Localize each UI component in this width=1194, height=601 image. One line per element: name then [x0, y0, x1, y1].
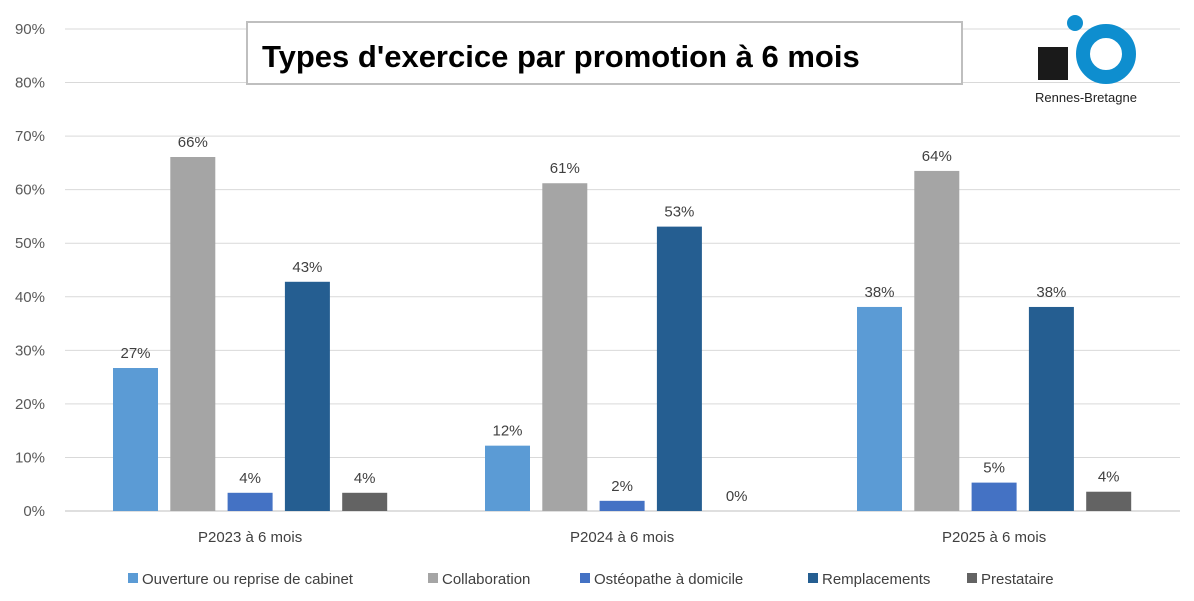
legend-label: Ostéopathe à domicile: [594, 571, 743, 588]
bar: [284, 281, 330, 511]
data-label: 66%: [178, 134, 208, 151]
legend-label: Prestataire: [981, 571, 1054, 588]
data-label: 4%: [1098, 469, 1120, 486]
data-label: 43%: [292, 259, 322, 276]
legend-label: Collaboration: [442, 571, 530, 588]
legend-swatch: [808, 573, 818, 583]
y-tick-label: 20%: [15, 396, 45, 413]
data-label: 38%: [1036, 284, 1066, 301]
category-label: P2025 à 6 mois: [942, 529, 1046, 546]
title-box: [246, 21, 963, 85]
logo: Rennes-Bretagne: [1035, 15, 1137, 105]
legend-label: Ouverture ou reprise de cabinet: [142, 571, 354, 588]
bar: [485, 445, 530, 511]
legend-label: Remplacements: [822, 571, 930, 588]
bar: [1086, 491, 1132, 511]
bar: [656, 226, 702, 511]
legend: Ouverture ou reprise de cabinet Collabora…: [128, 571, 1054, 588]
data-label: 38%: [864, 284, 894, 301]
y-tick-label: 70%: [15, 128, 45, 145]
y-axis-ticks: 0% 10% 20% 30% 40% 50% 60% 70% 80% 90%: [15, 21, 45, 520]
logo-text: Rennes-Bretagne: [1035, 90, 1137, 105]
y-tick-label: 40%: [15, 289, 45, 306]
data-label: 2%: [611, 478, 633, 495]
bar: [170, 156, 216, 511]
bar: [113, 368, 158, 511]
bar: [342, 492, 388, 511]
legend-swatch: [128, 573, 138, 583]
legend-swatch: [580, 573, 590, 583]
bar: [599, 500, 645, 511]
y-tick-label: 90%: [15, 21, 45, 38]
bar: [857, 306, 902, 511]
data-label: 53%: [664, 204, 694, 221]
y-tick-label: 80%: [15, 75, 45, 92]
y-tick-label: 10%: [15, 449, 45, 466]
gridlines: [65, 28, 1180, 512]
category-label: P2023 à 6 mois: [198, 529, 302, 546]
category-label: P2024 à 6 mois: [570, 529, 674, 546]
data-label: 4%: [354, 470, 376, 487]
legend-swatch: [428, 573, 438, 583]
chart-title: Types d'exercice par promotion à 6 mois: [262, 39, 860, 74]
y-tick-label: 50%: [15, 235, 45, 252]
legend-swatch: [967, 573, 977, 583]
bar: [1028, 306, 1074, 511]
bars: 27% 66% 4% 43% 4% 12% 61% 2% 53% 0% 38% 64% 5% 38% 4%: [113, 134, 1132, 512]
x-axis-labels: P2023 à 6 mois P2024 à 6 mois P2025 à 6 mo…: [198, 529, 1046, 546]
bar: [542, 183, 588, 512]
y-tick-label: 60%: [15, 182, 45, 199]
bar: [227, 492, 273, 511]
y-tick-label: 0%: [23, 503, 45, 520]
bar: [914, 170, 960, 511]
data-label: 4%: [239, 470, 261, 487]
bar: [971, 482, 1017, 511]
data-label: 5%: [983, 460, 1005, 477]
data-label: 27%: [120, 345, 150, 362]
data-label: 61%: [550, 160, 580, 177]
data-label: 12%: [492, 423, 522, 440]
data-label: 64%: [922, 148, 952, 165]
y-tick-label: 30%: [15, 342, 45, 359]
data-label: 0%: [726, 488, 748, 505]
